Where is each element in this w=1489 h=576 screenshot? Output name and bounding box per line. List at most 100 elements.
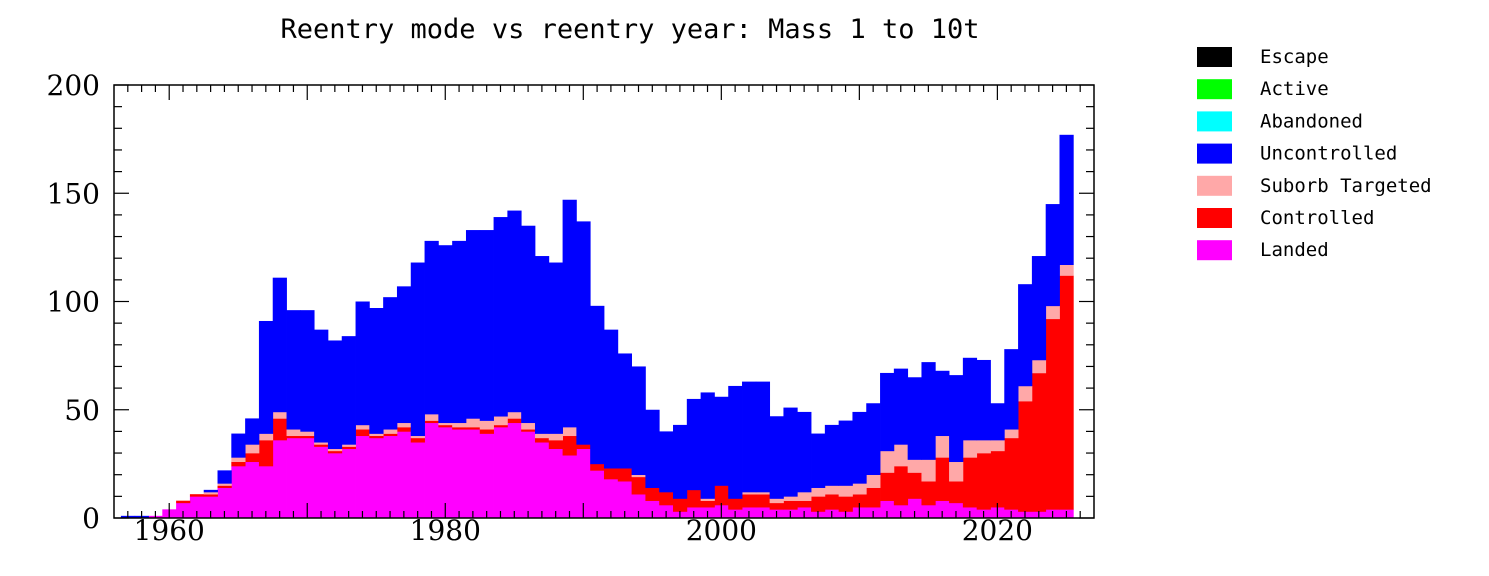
bar-controlled-1998 (686, 489, 702, 508)
bar-uncontrolled-2021 (1004, 349, 1019, 430)
legend: Escape Active Abandoned Uncontrolled Suborb … (1197, 46, 1432, 261)
bar-landed-1992 (604, 479, 619, 519)
bar-controlled-1975 (369, 435, 384, 439)
bar-uncontrolled-2000 (714, 396, 729, 486)
bar-uncontrolled-2022 (1018, 284, 1033, 387)
bar-uncontrolled-2002 (742, 381, 757, 493)
bar-uncontrolled-2008 (824, 424, 840, 486)
bar-controlled-2003 (755, 494, 771, 508)
axis-ticks: 0 50 100 150 200 1960 1980 2000 2020 (47, 69, 1094, 547)
bar-uncontrolled-2013 (893, 368, 909, 445)
bar-landed-2017 (949, 502, 964, 519)
bar-uncontrolled-1986 (521, 225, 536, 424)
bar-controlled-2010 (852, 494, 867, 508)
bar-suborb-targeted-1975 (369, 433, 384, 437)
bar-uncontrolled-2007 (811, 433, 826, 488)
bar-uncontrolled-2012 (880, 372, 895, 452)
bar-controlled-1983 (479, 429, 494, 434)
bar-controlled-1991 (590, 463, 605, 471)
bar-uncontrolled-1983 (479, 230, 494, 421)
bar-controlled-1969 (286, 435, 301, 439)
bar-landed-1991 (590, 470, 605, 519)
bar-uncontrolled-1984 (493, 217, 508, 417)
bar-uncontrolled-2011 (866, 403, 881, 475)
bar-uncontrolled-2019 (976, 359, 991, 441)
bar-uncontrolled-1988 (548, 262, 563, 434)
bar-controlled-2014 (907, 472, 922, 499)
bar-uncontrolled-1964 (217, 470, 232, 484)
bar-landed-1970 (300, 437, 315, 519)
bar-suborb-targeted-2003 (755, 492, 771, 495)
bar-landed-1984 (493, 427, 508, 519)
bar-landed-1971 (314, 446, 329, 519)
bar-landed-1982 (465, 429, 481, 519)
bar-controlled-1989 (562, 435, 577, 456)
bar-suborb-targeted-2024 (1045, 305, 1060, 320)
bar-suborb-targeted-1987 (534, 433, 550, 439)
bar-uncontrolled-2014 (907, 377, 922, 460)
bar-controlled-1971 (314, 444, 329, 447)
bar-controlled-2017 (949, 481, 964, 504)
legend-label-uncontrolled: Uncontrolled (1260, 143, 1397, 165)
bar-uncontrolled-1963 (203, 489, 218, 493)
bar-landed-1978 (410, 442, 425, 519)
bar-landed-1976 (383, 435, 398, 519)
bar-uncontrolled-1994 (631, 366, 646, 475)
bar-uncontrolled-1978 (410, 262, 425, 437)
bar-suborb-targeted-2007 (811, 487, 826, 497)
bar-controlled-2018 (962, 457, 978, 508)
bar-suborb-targeted-2025 (1059, 264, 1074, 276)
bars-group (120, 134, 1074, 519)
bar-suborb-targeted-1989 (562, 427, 577, 437)
bar-uncontrolled-2023 (1031, 256, 1047, 361)
bar-uncontrolled-1967 (258, 320, 274, 434)
bar-suborb-targeted-1967 (258, 433, 274, 441)
bar-controlled-2024 (1045, 318, 1060, 510)
bar-suborb-targeted-2020 (990, 440, 1005, 452)
x-tick-label: 1980 (410, 514, 481, 547)
legend-swatch-landed (1197, 240, 1232, 261)
bar-controlled-1996 (659, 492, 674, 506)
bar-suborb-targeted-1988 (548, 433, 563, 441)
bar-suborb-targeted-1968 (272, 411, 287, 419)
bar-controlled-1986 (521, 429, 536, 432)
bar-uncontrolled-1995 (645, 409, 660, 488)
legend-swatch-abandoned (1197, 111, 1232, 132)
bar-landed-1966 (245, 461, 260, 519)
bar-suborb-targeted-2012 (880, 450, 895, 473)
bar-suborb-targeted-2018 (962, 440, 978, 458)
bar-landed-1963 (203, 496, 218, 519)
bar-suborb-targeted-1974 (355, 424, 370, 430)
bar-controlled-2019 (976, 453, 991, 510)
bar-controlled-2022 (1018, 401, 1033, 512)
bar-landed-1969 (286, 437, 301, 519)
bar-landed-1973 (341, 448, 356, 519)
bar-suborb-targeted-2022 (1018, 385, 1033, 402)
bar-suborb-targeted-2016 (935, 435, 950, 458)
bar-uncontrolled-2024 (1045, 204, 1060, 307)
bar-controlled-2023 (1031, 372, 1047, 512)
bar-uncontrolled-1965 (231, 433, 246, 458)
bar-uncontrolled-1970 (300, 310, 315, 432)
bar-controlled-2007 (811, 496, 826, 512)
bar-uncontrolled-2016 (935, 370, 950, 437)
bar-suborb-targeted-1986 (521, 422, 536, 430)
bar-landed-1989 (562, 455, 577, 519)
bar-controlled-2009 (838, 496, 853, 512)
bar-landed-1986 (521, 431, 536, 519)
y-tick-label: 150 (47, 177, 100, 210)
bar-controlled-1961 (176, 500, 191, 504)
bar-controlled-2011 (866, 487, 881, 508)
bar-landed-1981 (452, 429, 467, 519)
bar-uncontrolled-2001 (728, 385, 743, 499)
bar-uncontrolled-1996 (659, 431, 674, 493)
bar-landed-1975 (369, 437, 384, 519)
bar-uncontrolled-1979 (424, 240, 439, 415)
bar-controlled-1978 (410, 437, 425, 443)
bar-controlled-2025 (1059, 275, 1074, 510)
bar-controlled-1966 (245, 453, 260, 463)
bar-suborb-targeted-1977 (396, 422, 412, 428)
bar-controlled-1976 (383, 433, 398, 437)
bar-controlled-2004 (769, 502, 784, 510)
legend-swatch-suborb-targeted (1197, 175, 1232, 196)
